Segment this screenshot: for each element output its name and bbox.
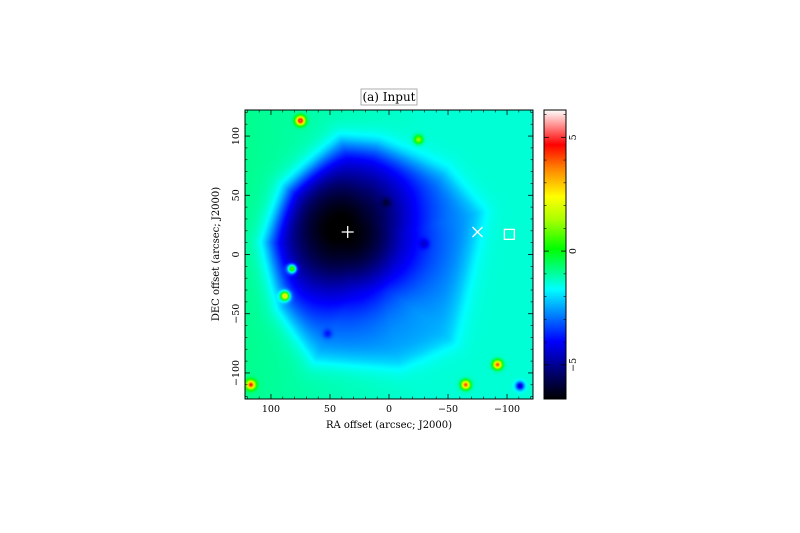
chart-title: (a) Input: [360, 88, 418, 106]
colorbar-tick-label: 0: [568, 248, 579, 254]
y-tick-label: 50: [231, 189, 242, 201]
x-tick-label: 100: [262, 404, 280, 415]
heatmap-image: [245, 110, 533, 399]
markers-layer: [341, 225, 516, 241]
x-axis-label: RA offset (arcsec; J2000): [326, 420, 452, 431]
plus-marker: [341, 225, 354, 238]
x-tick-label: 50: [324, 404, 336, 415]
y-tick-label: 100: [231, 127, 242, 145]
colorbar-tick-label: −5: [568, 358, 579, 372]
heatmap-panel: 100 50 0 −50 −100 100 50 0 −50 −100: [231, 109, 534, 415]
x-tick-label: −50: [438, 404, 458, 415]
cross-marker: [472, 226, 483, 238]
title-box: [360, 88, 418, 106]
title-text: (a) Input: [362, 90, 415, 104]
cross-marker-b: [472, 226, 483, 238]
y-tick-label: −50: [231, 304, 242, 324]
colorbar-gradient: [543, 109, 567, 400]
colorbar-tick-label: 5: [568, 134, 579, 140]
y-tick-label: 0: [231, 251, 242, 257]
colorbar-ticks: 5 0 −5: [544, 114, 579, 388]
colorbar: 5 0 −5: [543, 109, 579, 400]
y-axis-label: DEC offset (arcsec; J2000): [211, 187, 222, 321]
square-marker: [503, 228, 516, 241]
x-tick-label: −100: [494, 404, 520, 415]
y-tick-label: −100: [231, 360, 242, 386]
axis-ticks: 100 50 0 −50 −100 100 50 0 −50 −100: [231, 110, 533, 415]
x-tick-label: 0: [386, 404, 392, 415]
square-marker-box: [503, 228, 516, 241]
